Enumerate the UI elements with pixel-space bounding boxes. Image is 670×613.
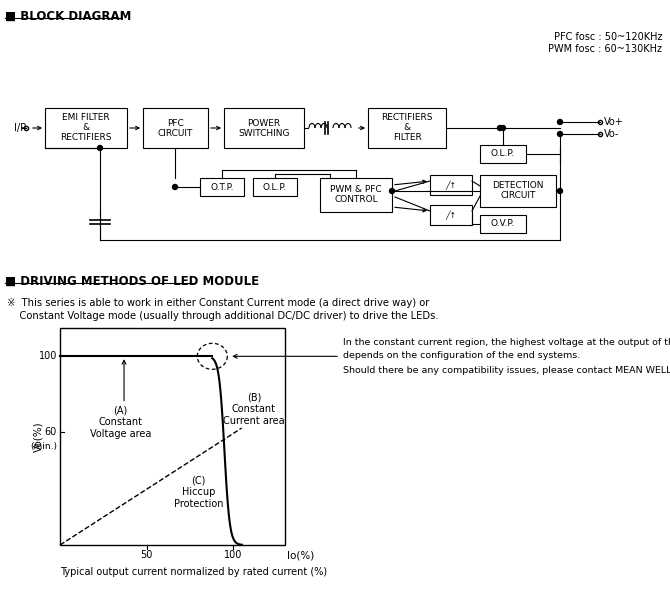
Text: Vo(%): Vo(%) [33, 421, 43, 452]
Text: ╱↑: ╱↑ [446, 180, 456, 189]
Bar [253, 178, 297, 196]
Circle shape [557, 189, 563, 194]
Text: SWITCHING: SWITCHING [239, 129, 289, 137]
Text: I/P: I/P [14, 123, 26, 133]
Text: CIRCUIT: CIRCUIT [500, 191, 536, 200]
Text: PWM & PFC: PWM & PFC [330, 186, 382, 194]
Text: ※  This series is able to work in either Constant Current mode (a direct drive w: ※ This series is able to work in either … [7, 298, 429, 308]
Text: RECTIFIERS: RECTIFIERS [60, 134, 112, 142]
Text: In the constant current region, the highest voltage at the output of the driver: In the constant current region, the high… [343, 338, 670, 347]
Bar [200, 178, 244, 196]
Text: Typical output current normalized by rated current (%): Typical output current normalized by rat… [60, 567, 327, 577]
Bar [430, 205, 472, 225]
Text: DETECTION: DETECTION [492, 181, 544, 191]
Text: 100: 100 [224, 550, 243, 560]
Circle shape [389, 189, 395, 194]
Bar [224, 108, 304, 148]
Text: RECTIFIERS: RECTIFIERS [381, 113, 433, 123]
Circle shape [172, 185, 178, 189]
Text: Io(%): Io(%) [287, 550, 315, 560]
Text: ■ BLOCK DIAGRAM: ■ BLOCK DIAGRAM [5, 10, 131, 23]
Text: &: & [82, 123, 90, 132]
Text: Should there be any compatibility issues, please contact MEAN WELL.: Should there be any compatibility issues… [343, 366, 670, 375]
Text: ■ DRIVING METHODS OF LED MODULE: ■ DRIVING METHODS OF LED MODULE [5, 275, 259, 288]
Text: EMI FILTER: EMI FILTER [62, 113, 110, 123]
Circle shape [500, 126, 505, 131]
Circle shape [98, 145, 103, 151]
Text: 50: 50 [140, 550, 153, 560]
Bar [480, 145, 526, 163]
Text: O.L.P.: O.L.P. [263, 183, 287, 191]
Text: Constant Voltage mode (usually through additional DC/DC driver) to drive the LED: Constant Voltage mode (usually through a… [7, 311, 439, 321]
Bar [480, 215, 526, 233]
Text: O.L.P.: O.L.P. [491, 150, 515, 159]
Text: CONTROL: CONTROL [334, 196, 378, 205]
Text: ╱↑: ╱↑ [446, 210, 456, 219]
Text: Vo+: Vo+ [604, 117, 624, 127]
Bar [143, 108, 208, 148]
Bar [320, 178, 392, 212]
Text: FILTER: FILTER [393, 134, 421, 142]
Circle shape [557, 120, 563, 124]
Text: PFC fosc : 50~120KHz
PWM fosc : 60~130KHz: PFC fosc : 50~120KHz PWM fosc : 60~130KH… [548, 32, 662, 53]
Text: 100: 100 [39, 351, 57, 361]
Bar [45, 108, 127, 148]
Bar [368, 108, 446, 148]
Text: Vo-: Vo- [604, 129, 619, 139]
Text: (min.): (min.) [30, 443, 57, 451]
Text: depends on the configuration of the end systems.: depends on the configuration of the end … [343, 351, 580, 360]
Circle shape [557, 132, 563, 137]
Text: 60: 60 [45, 427, 57, 437]
Text: (A)
Constant
Voltage area: (A) Constant Voltage area [90, 406, 151, 439]
Text: O.T.P.: O.T.P. [210, 183, 234, 191]
Text: POWER: POWER [247, 118, 281, 128]
Bar [480, 175, 556, 207]
Text: CIRCUIT: CIRCUIT [157, 129, 193, 137]
Text: PFC: PFC [167, 118, 184, 128]
Text: &: & [403, 123, 411, 132]
Text: (C)
Hiccup
Protection: (C) Hiccup Protection [174, 476, 223, 509]
Text: (B)
Constant
Current area: (B) Constant Current area [223, 392, 285, 426]
Bar [430, 175, 472, 195]
Text: O.V.P.: O.V.P. [491, 219, 515, 229]
Circle shape [498, 126, 502, 131]
Bar [60, 328, 285, 545]
